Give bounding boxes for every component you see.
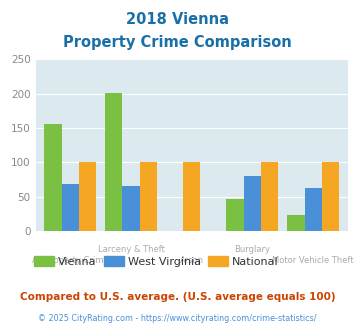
Legend: Vienna, West Virginia, National: Vienna, West Virginia, National <box>34 256 279 267</box>
Bar <box>261 162 278 231</box>
Text: Property Crime Comparison: Property Crime Comparison <box>63 35 292 50</box>
Text: Arson: Arson <box>180 256 204 265</box>
Bar <box>61 184 79 231</box>
Bar <box>79 162 96 231</box>
Text: Burglary: Burglary <box>234 245 271 254</box>
Bar <box>44 124 61 231</box>
Text: Larceny & Theft: Larceny & Theft <box>98 245 164 254</box>
Text: Compared to U.S. average. (U.S. average equals 100): Compared to U.S. average. (U.S. average … <box>20 292 335 302</box>
Bar <box>226 199 244 231</box>
Bar <box>287 214 305 231</box>
Bar <box>183 162 200 231</box>
Text: © 2025 CityRating.com - https://www.cityrating.com/crime-statistics/: © 2025 CityRating.com - https://www.city… <box>38 314 317 323</box>
Bar <box>122 186 140 231</box>
Bar <box>105 93 122 231</box>
Text: Motor Vehicle Theft: Motor Vehicle Theft <box>272 256 354 265</box>
Text: All Property Crime: All Property Crime <box>32 256 109 265</box>
Bar <box>322 162 339 231</box>
Bar <box>305 188 322 231</box>
Bar <box>244 176 261 231</box>
Bar <box>140 162 157 231</box>
Text: 2018 Vienna: 2018 Vienna <box>126 12 229 26</box>
